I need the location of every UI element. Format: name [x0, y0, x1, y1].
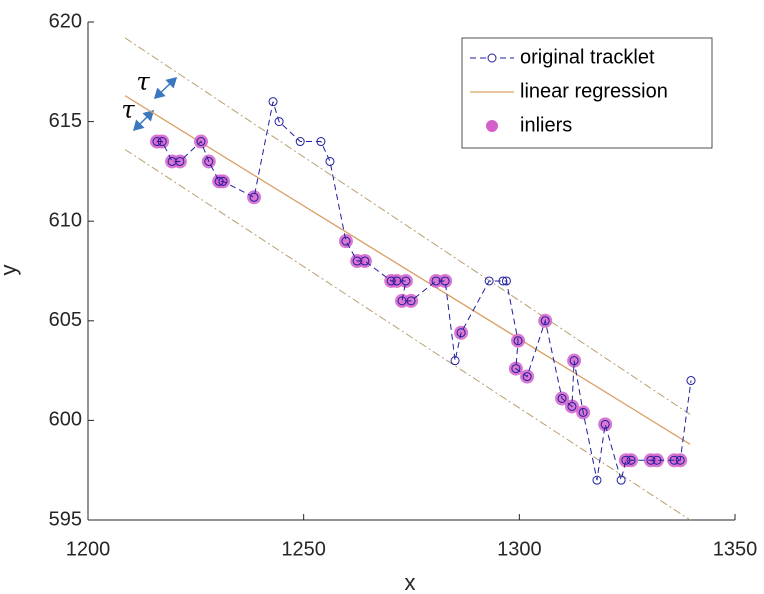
- tau-arrow: [155, 78, 176, 98]
- x-axis-label: x: [405, 570, 416, 594]
- inlier-point: [339, 234, 353, 248]
- y-axis-label: y: [0, 265, 21, 276]
- y-tick-label: 610: [49, 209, 82, 231]
- chart: x y τ τ 1200 1250 1300 1350 595 600 605 610 615 6…: [0, 0, 764, 594]
- tau-annotation: τ: [121, 96, 135, 124]
- y-tick-label: 605: [49, 309, 82, 331]
- tracklet-point: [326, 157, 334, 165]
- inlier-point: [598, 417, 612, 431]
- x-tick-label: 1250: [281, 538, 326, 560]
- y-tick-label: 615: [49, 110, 82, 132]
- legend-label: inliers: [520, 114, 572, 136]
- x-tick-label: 1350: [713, 538, 758, 560]
- tau-annotation: τ: [136, 68, 150, 96]
- y-tick-label: 595: [49, 508, 82, 530]
- tau-arrow: [134, 111, 153, 130]
- legend-label: linear regression: [520, 80, 668, 102]
- x-tick-label: 1300: [497, 538, 542, 560]
- y-tick-label: 620: [49, 10, 82, 32]
- legend-label: original tracklet: [520, 46, 655, 68]
- x-tick-label: 1200: [66, 538, 111, 560]
- tolerance-line: [125, 149, 690, 520]
- tracklet-point: [617, 476, 625, 484]
- inlier-point: [247, 190, 261, 204]
- legend-marker: [486, 120, 498, 132]
- legend-marker: [488, 54, 496, 62]
- y-tick-label: 600: [49, 409, 82, 431]
